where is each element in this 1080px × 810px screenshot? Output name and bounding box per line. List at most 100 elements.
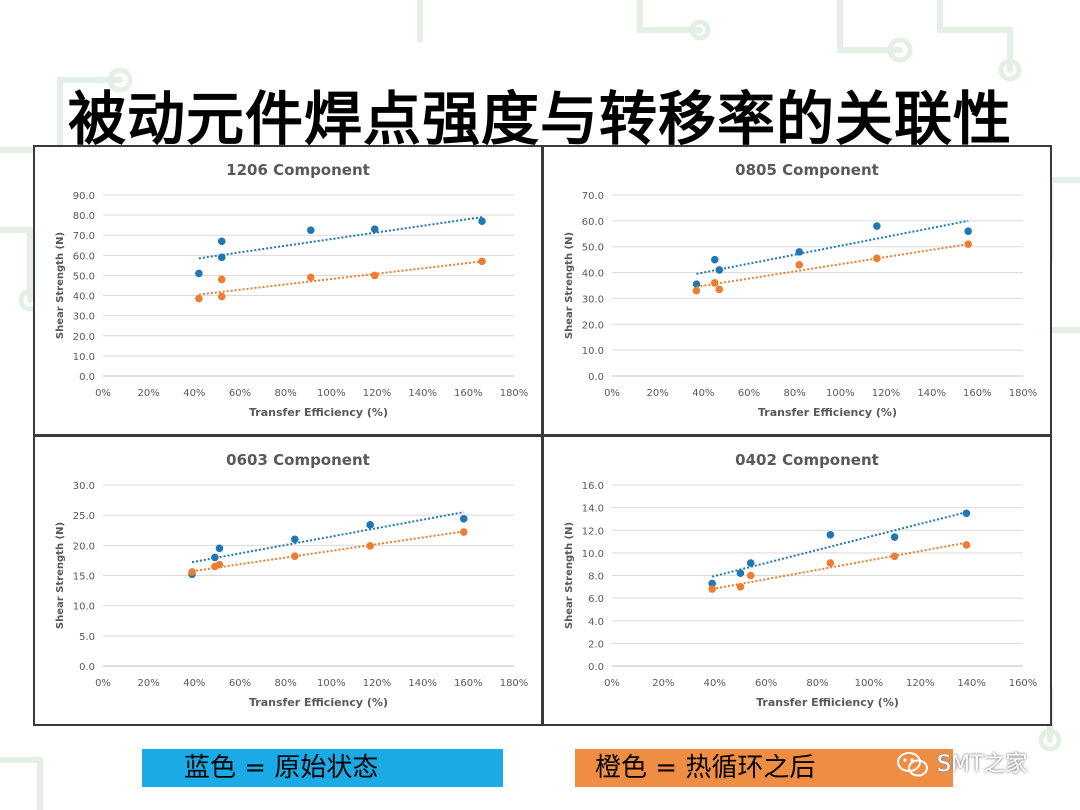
- y-tick-label: 12.0: [582, 526, 604, 537]
- data-point-blue: [478, 217, 486, 225]
- data-point-orange: [692, 286, 701, 295]
- x-tick-label: 40%: [704, 678, 726, 689]
- data-point-orange: [736, 583, 745, 591]
- data-point-orange: [708, 585, 716, 593]
- x-tick-label: 80%: [275, 678, 297, 689]
- data-point-blue: [370, 225, 379, 233]
- legend-original-state: 蓝色 = 原始状态: [142, 749, 503, 787]
- data-point-orange: [890, 552, 899, 561]
- x-tick-label: 160%: [1009, 678, 1038, 689]
- data-point-blue: [291, 535, 299, 544]
- y-tick-label: 50.0: [73, 271, 95, 282]
- y-tick-label: 0.0: [79, 662, 95, 673]
- x-tick-label: 80%: [275, 388, 297, 399]
- trendline-orange: [198, 260, 483, 296]
- data-point-orange: [715, 285, 724, 294]
- y-tick-label: 20.0: [73, 541, 95, 552]
- data-point-blue: [217, 237, 226, 246]
- x-tick-label: 20%: [138, 388, 160, 399]
- data-point-blue: [715, 266, 724, 274]
- y-tick-label: 4.0: [588, 617, 604, 628]
- y-axis-label: Shear Strength (N): [55, 522, 66, 629]
- chart-0603: 0603 Component 0.0 5.0 10.0 15.0 20.0 25.0 30.0…: [33, 435, 543, 726]
- data-point-blue: [459, 514, 468, 523]
- x-axis-label: Transfer Efficiency (%): [249, 406, 388, 419]
- data-point-orange: [370, 271, 379, 280]
- x-tick-label: 140%: [408, 678, 437, 689]
- x-tick-label: 0%: [604, 388, 620, 399]
- y-tick-label: 16.0: [582, 481, 604, 492]
- x-tick-label: 100%: [855, 678, 884, 689]
- data-point-orange: [873, 254, 881, 263]
- data-point-blue: [306, 226, 315, 234]
- y-tick-label: 0.0: [588, 372, 604, 383]
- data-point-blue: [366, 521, 374, 529]
- x-tick-label: 60%: [755, 678, 777, 689]
- x-tick-label: 180%: [500, 388, 529, 399]
- data-point-orange: [962, 541, 971, 549]
- y-axis-label: Shear Strength (N): [564, 522, 575, 629]
- x-tick-label: 160%: [454, 388, 483, 399]
- data-point-blue: [826, 530, 835, 539]
- wechat-icon: [897, 752, 928, 777]
- y-tick-label: 40.0: [582, 269, 604, 280]
- x-tick-label: 40%: [183, 678, 205, 689]
- x-tick-label: 120%: [872, 388, 901, 399]
- data-point-orange: [217, 275, 226, 284]
- data-point-blue: [890, 533, 899, 541]
- data-point-orange: [746, 571, 755, 580]
- legend-after-thermal-cycle: 橙色 = 热循环之后: [575, 749, 953, 787]
- chart-title: 0603 Component: [226, 451, 370, 469]
- y-tick-label: 30.0: [582, 294, 604, 305]
- data-point-blue: [217, 253, 226, 262]
- data-point-orange: [459, 528, 468, 536]
- y-axis-label: Shear Strength (N): [564, 232, 575, 339]
- y-tick-label: 6.0: [588, 594, 604, 605]
- y-tick-label: 8.0: [588, 572, 604, 583]
- data-point-blue: [195, 269, 203, 278]
- x-tick-label: 100%: [317, 678, 346, 689]
- x-tick-label: 60%: [738, 388, 760, 399]
- data-point-blue: [710, 255, 719, 264]
- y-tick-label: 70.0: [73, 231, 95, 242]
- x-tick-label: 140%: [408, 388, 437, 399]
- chart-1206: 1206 Component 0.0 10.0 20.0 30.0 40.0 50.0 60.…: [33, 145, 543, 436]
- x-tick-label: 20%: [652, 678, 674, 689]
- x-tick-label: 100%: [826, 388, 855, 399]
- x-tick-label: 80%: [784, 388, 806, 399]
- x-tick-label: 140%: [917, 388, 946, 399]
- y-tick-label: 60.0: [73, 251, 95, 262]
- data-point-orange: [306, 273, 315, 282]
- y-tick-label: 10.0: [73, 602, 95, 613]
- x-axis-label: Transfer Effiiciency (%): [756, 696, 899, 709]
- data-point-orange: [710, 279, 719, 287]
- data-point-blue: [692, 280, 701, 289]
- data-point-blue: [746, 559, 755, 567]
- x-tick-label: 20%: [138, 678, 160, 689]
- watermark-text: SMT之家: [937, 752, 1028, 777]
- y-tick-label: 10.0: [73, 352, 95, 363]
- x-tick-label: 180%: [500, 678, 529, 689]
- chart-0805: 0805 Component 0.0 10.0 20.0 30.0 40.0 50.0 60.…: [542, 145, 1052, 436]
- chart-title: 0402 Component: [735, 451, 879, 469]
- chart-svg: 0603 Component 0.0 5.0 10.0 15.0 20.0 25.0 30.0…: [55, 451, 529, 709]
- y-tick-label: 10.0: [582, 549, 604, 560]
- data-point-orange: [826, 559, 835, 567]
- data-point-orange: [366, 542, 374, 550]
- trendline-orange: [191, 530, 464, 573]
- x-axis-label: Transfer Efficiency (%): [249, 696, 388, 709]
- x-tick-label: 160%: [454, 678, 483, 689]
- x-tick-label: 100%: [317, 388, 346, 399]
- chart-title: 0805 Component: [735, 161, 879, 179]
- chart-svg: 0805 Component 0.0 10.0 20.0 30.0 40.0 50.0 60.…: [564, 161, 1037, 419]
- y-tick-label: 25.0: [73, 511, 95, 522]
- x-tick-label: 120%: [363, 678, 392, 689]
- x-tick-label: 0%: [95, 388, 111, 399]
- data-point-orange: [478, 257, 486, 266]
- legend-after-label: 橙色 = 热循环之后: [595, 753, 816, 783]
- y-tick-label: 30.0: [73, 312, 95, 323]
- x-tick-label: 140%: [957, 678, 986, 689]
- y-tick-label: 60.0: [582, 217, 604, 228]
- y-tick-label: 80.0: [73, 211, 95, 222]
- x-tick-label: 120%: [906, 678, 935, 689]
